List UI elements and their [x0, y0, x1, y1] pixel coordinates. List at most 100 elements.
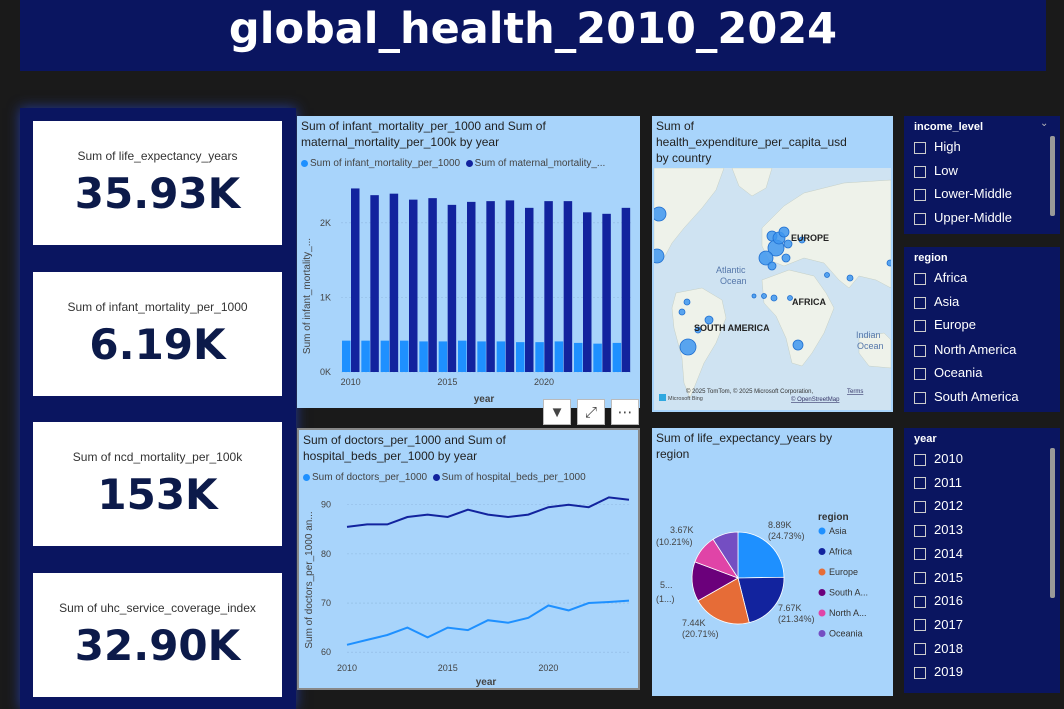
slicer-item-north-america[interactable]: North America — [914, 340, 1016, 360]
slicer-item-year[interactable]: 2011 — [914, 473, 962, 493]
map-label-atlantic: Atlantic — [716, 265, 746, 275]
slicer-item-lower-middle[interactable]: Lower-Middle — [914, 184, 1012, 204]
bar-mark — [447, 204, 457, 372]
region-slicer-title: region — [914, 252, 948, 264]
slicer-item-year[interactable]: 2019 — [914, 662, 963, 682]
income-slicer-title: income_level — [914, 121, 984, 133]
slicer-item-year[interactable]: 2014 — [914, 544, 963, 564]
bar-x-label: year — [474, 394, 495, 405]
pie-label-africa-value: 7.67K — [778, 603, 802, 613]
pie-chart-plot: region 8.89K (24.73%) 7.67K (21.34%) 7.4… — [656, 512, 868, 639]
income-scrollbar[interactable] — [1050, 136, 1055, 216]
bar-mark — [370, 195, 379, 372]
bar-mark — [574, 342, 583, 372]
bar-y-label: Sum of infant_mortality_... — [302, 238, 313, 354]
bar-mark — [361, 340, 370, 372]
pie-label-north-america-value: 3.67K — [670, 525, 694, 535]
map-label-indian: Indian — [856, 330, 881, 340]
kpi-card-infant-mortality[interactable]: Sum of infant_mortality_per_1000 6.19K — [33, 272, 282, 396]
income-level-slicer: income_level ⌄ High Low Lower-Middle Upp… — [904, 116, 1060, 234]
bar-mark — [477, 341, 486, 372]
slicer-item-year[interactable]: 2016 — [914, 591, 963, 611]
line-y-tick: 90 — [321, 500, 331, 510]
slicer-item-africa[interactable]: Africa — [914, 268, 967, 288]
kpi-value: 32.90K — [74, 621, 241, 670]
line-x-tick: 2010 — [337, 663, 357, 673]
map-label-africa: AFRICA — [792, 297, 826, 307]
kpi-card-ncd-mortality[interactable]: Sum of ncd_mortality_per_100k 153K — [33, 422, 282, 546]
pie-label-south-america-pct: (1...) — [656, 594, 675, 604]
bar-mark — [535, 342, 544, 372]
bar-mark — [486, 201, 495, 372]
map-label-south-america: SOUTH AMERICA — [694, 323, 770, 333]
bar-mark — [389, 193, 399, 372]
pie-label-europe-value: 7.44K — [682, 618, 706, 628]
slicer-item-south-america[interactable]: South America — [914, 387, 1019, 407]
bar-mark — [458, 340, 467, 372]
pie-legend-dot — [818, 589, 826, 596]
slicer-item-oceania[interactable]: Oceania — [914, 363, 982, 383]
kpi-panel: Sum of life_expectancy_years 35.93K Sum … — [20, 108, 296, 709]
bar-mark — [467, 201, 476, 372]
bar-mark — [593, 343, 602, 372]
bar-mark — [409, 199, 418, 372]
bing-logo-icon — [659, 394, 666, 401]
bar-mark — [351, 188, 360, 372]
slicer-item-year[interactable]: 2012 — [914, 496, 963, 516]
line-series — [346, 599, 630, 646]
bar-mark — [621, 207, 631, 372]
pie-legend-item: South A... — [829, 588, 868, 598]
line-x-label: year — [476, 677, 497, 688]
slicer-item-year[interactable]: 2010 — [914, 449, 963, 469]
line-chart-card[interactable]: Sum of doctors_per_1000 and Sum of hospi… — [297, 428, 640, 690]
bar-mark — [602, 213, 611, 372]
chevron-down-icon[interactable]: ⌄ — [1040, 118, 1049, 129]
kpi-value: 153K — [97, 470, 218, 519]
pie-label-africa-pct: (21.34%) — [778, 614, 815, 624]
region-slicer: region Africa Asia Europe North America … — [904, 247, 1060, 412]
kpi-label: Sum of infant_mortality_per_1000 — [67, 300, 248, 314]
slicer-item-upper-middle[interactable]: Upper-Middle — [914, 208, 1012, 228]
slicer-item-year[interactable]: 2018 — [914, 639, 963, 659]
bar-mark — [380, 340, 390, 372]
bar-chart-title: Sum of infant_mortality_per_1000 and Sum… — [301, 119, 546, 149]
bar-mark — [554, 341, 564, 372]
world-map[interactable]: EUROPE AFRICA SOUTH AMERICA Atlantic Oce… — [654, 168, 891, 410]
slicer-item-high[interactable]: High — [914, 137, 961, 157]
bar-y-tick: 0K — [320, 367, 331, 377]
bar-chart-card[interactable]: Sum of infant_mortality_per_1000 and Sum… — [297, 116, 640, 408]
bar-mark — [563, 201, 573, 372]
report-title: global_health_2010_2024 — [228, 4, 838, 54]
pie-legend-dot — [818, 609, 826, 617]
pie-label-asia-pct: (24.73%) — [768, 531, 805, 541]
map-brand: Microsoft Bing — [668, 396, 703, 402]
bar-x-tick: 2010 — [341, 377, 361, 387]
line-series — [346, 496, 630, 528]
kpi-card-life-expectancy[interactable]: Sum of life_expectancy_years 35.93K — [33, 121, 282, 245]
filter-icon[interactable]: ▼ — [543, 399, 571, 425]
bar-mark — [496, 341, 506, 372]
bar-y-tick: 2K — [320, 218, 331, 228]
pie-slice — [712, 531, 739, 580]
pie-chart-card[interactable]: Sum of life_expectancy_years by region r… — [652, 428, 893, 696]
slicer-item-europe[interactable]: Europe — [914, 315, 976, 335]
map-card[interactable]: Sum of health_expenditure_per_capita_usd… — [652, 116, 893, 412]
map-attribution: © 2025 TomTom, © 2025 Microsoft Corporat… — [686, 388, 813, 395]
slicer-item-low[interactable]: Low — [914, 161, 958, 181]
pie-label-north-america-pct: (10.21%) — [656, 537, 693, 547]
pie-label-asia-value: 8.89K — [768, 520, 792, 530]
more-options-icon[interactable]: ⋯ — [611, 399, 639, 425]
kpi-card-uhc-coverage[interactable]: Sum of uhc_service_coverage_index 32.90K — [33, 573, 282, 697]
slicer-item-year[interactable]: 2013 — [914, 520, 963, 540]
focus-mode-icon[interactable]: ⤢ — [577, 399, 605, 425]
bar-mark — [400, 340, 409, 372]
kpi-value: 6.19K — [89, 320, 226, 369]
bar-x-tick: 2015 — [437, 377, 457, 387]
slicer-item-year[interactable]: 2015 — [914, 568, 963, 588]
pie-label-south-america-value: 5... — [660, 580, 673, 590]
pie-slice — [697, 577, 750, 625]
slicer-item-year[interactable]: 2017 — [914, 615, 963, 635]
slicer-item-asia[interactable]: Asia — [914, 292, 959, 312]
bar-mark — [612, 342, 622, 372]
year-scrollbar[interactable] — [1050, 448, 1055, 598]
